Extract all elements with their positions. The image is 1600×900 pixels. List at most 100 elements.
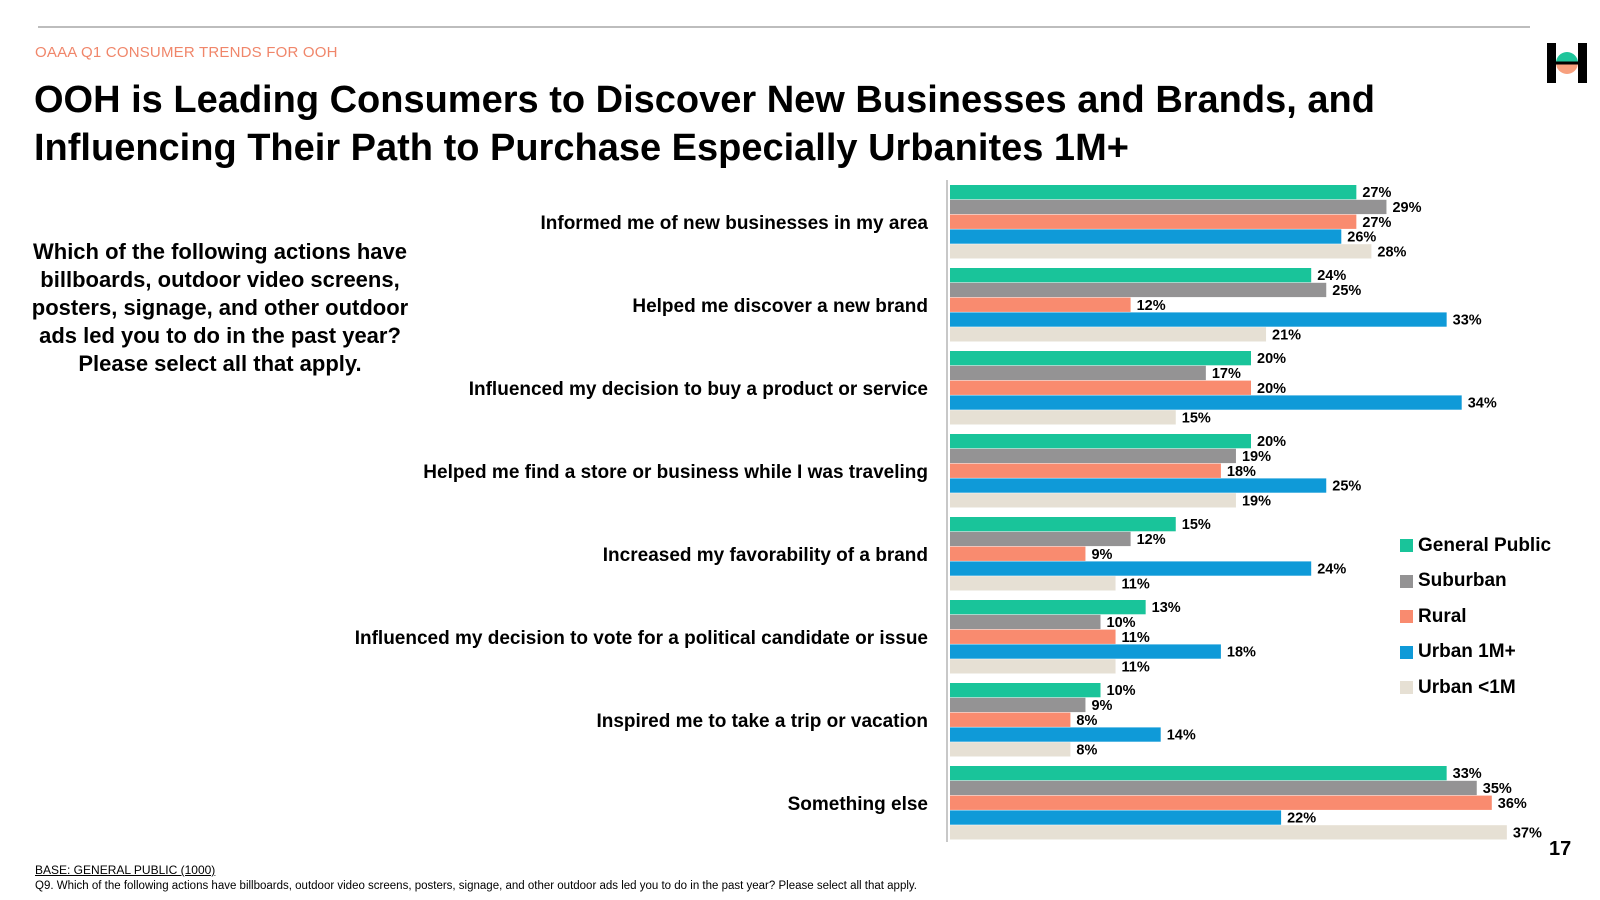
bar-rural (950, 795, 1492, 810)
bar-general-public (950, 185, 1357, 200)
bar-general-public (950, 600, 1146, 615)
data-label: 10% (1107, 615, 1136, 631)
bar-suburban (950, 448, 1236, 464)
bar-urban-1m (950, 659, 1116, 674)
bar-suburban (950, 365, 1206, 381)
bar-urban-1m- (950, 478, 1327, 493)
bar-urban-1m (950, 327, 1267, 342)
legend-label: General Public (1418, 534, 1552, 556)
bar-urban-1m- (950, 312, 1447, 327)
data-label: 28% (1377, 244, 1406, 260)
data-label: 17% (1212, 366, 1241, 382)
data-label: 25% (1332, 479, 1361, 495)
data-label: 27% (1362, 185, 1391, 201)
bar-suburban (950, 780, 1477, 796)
page-number: 17 (1549, 838, 1572, 860)
data-label: 8% (1076, 742, 1097, 758)
bar-general-public (950, 268, 1312, 283)
bar-general-public (950, 766, 1447, 781)
data-label: 15% (1182, 517, 1211, 533)
data-label: 12% (1137, 298, 1166, 314)
bar-urban-1m- (950, 644, 1221, 659)
data-label: 18% (1227, 645, 1256, 661)
legend-label: Urban <1M (1418, 676, 1516, 698)
bar-rural (950, 214, 1357, 229)
bar-urban-1m- (950, 395, 1462, 410)
page-title: OOH is Leading Consumers to Discover New… (34, 79, 1375, 169)
bar-rural (950, 629, 1116, 644)
bar-urban-1m (950, 576, 1116, 591)
top-rule (38, 26, 1530, 28)
data-label: 20% (1257, 434, 1286, 450)
bar-rural (950, 463, 1221, 478)
data-label: 37% (1513, 825, 1542, 841)
data-label: 11% (1122, 659, 1150, 675)
legend-swatch (1400, 539, 1413, 553)
bar-urban-1m- (950, 727, 1161, 742)
legend-item: Urban <1M (1400, 670, 1551, 706)
data-label: 25% (1332, 283, 1361, 299)
data-label: 33% (1453, 766, 1482, 782)
data-label: 21% (1272, 327, 1301, 343)
bar-rural (950, 297, 1131, 312)
data-label: 35% (1483, 781, 1512, 797)
category-label: Helped me discover a new brand (632, 296, 928, 317)
data-label: 10% (1107, 683, 1136, 699)
bar-urban-1m (950, 244, 1372, 259)
survey-question: Which of the following actions have bill… (31, 239, 409, 376)
bar-urban-1m (950, 493, 1236, 508)
bar-general-public (950, 351, 1251, 366)
bar-general-public (950, 683, 1101, 698)
bar-suburban (950, 531, 1131, 547)
bar-urban-1m (950, 825, 1507, 840)
legend-swatch (1400, 610, 1413, 624)
category-label: Inspired me to take a trip or vacation (596, 711, 928, 732)
bar-suburban (950, 199, 1387, 215)
brand-logo-icon (1547, 43, 1587, 83)
bar-suburban (950, 697, 1086, 713)
data-label: 19% (1242, 449, 1271, 465)
category-label: Something else (788, 794, 928, 815)
legend-item: General Public (1400, 528, 1551, 564)
data-label: 20% (1257, 351, 1286, 367)
data-label: 19% (1242, 493, 1271, 509)
bar-rural (950, 546, 1086, 561)
data-label: 11% (1122, 630, 1150, 646)
data-label: 18% (1227, 464, 1256, 480)
legend-swatch (1400, 574, 1413, 588)
legend-item: Suburban (1400, 564, 1551, 600)
bar-rural (950, 712, 1071, 727)
data-label: 20% (1257, 381, 1286, 397)
data-label: 14% (1167, 728, 1196, 744)
bar-urban-1m (950, 742, 1071, 757)
legend-label: Rural (1418, 605, 1467, 627)
legend-swatch (1400, 645, 1413, 659)
data-label: 8% (1076, 713, 1097, 729)
legend-swatch (1400, 681, 1413, 695)
bar-urban-1m (950, 410, 1176, 425)
bar-urban-1m- (950, 561, 1312, 576)
data-label: 34% (1468, 396, 1497, 412)
question-footnote: Q9. Which of the following actions have … (35, 880, 917, 892)
legend-label: Suburban (1418, 570, 1507, 592)
data-label: 27% (1362, 215, 1391, 231)
data-label: 24% (1317, 562, 1346, 578)
data-label: 11% (1122, 576, 1150, 592)
bar-suburban (950, 614, 1101, 630)
category-label: Influenced my decision to vote for a pol… (355, 628, 928, 649)
data-label: 36% (1498, 796, 1527, 812)
report-eyebrow: OAAA Q1 CONSUMER TRENDS FOR OOH (35, 44, 338, 61)
category-label: Increased my favorability of a brand (603, 545, 928, 566)
category-label: Informed me of new businesses in my area (540, 213, 928, 234)
data-label: 9% (1091, 698, 1112, 714)
bar-general-public (950, 434, 1251, 449)
legend-item: Rural (1400, 599, 1551, 635)
legend-item: Urban 1M+ (1400, 635, 1551, 671)
bar-suburban (950, 282, 1327, 298)
data-label: 33% (1453, 313, 1482, 329)
data-label: 13% (1152, 600, 1181, 616)
base-note: BASE: GENERAL PUBLIC (1000) (35, 863, 216, 877)
data-label: 24% (1317, 268, 1346, 284)
bar-urban-1m- (950, 810, 1282, 825)
